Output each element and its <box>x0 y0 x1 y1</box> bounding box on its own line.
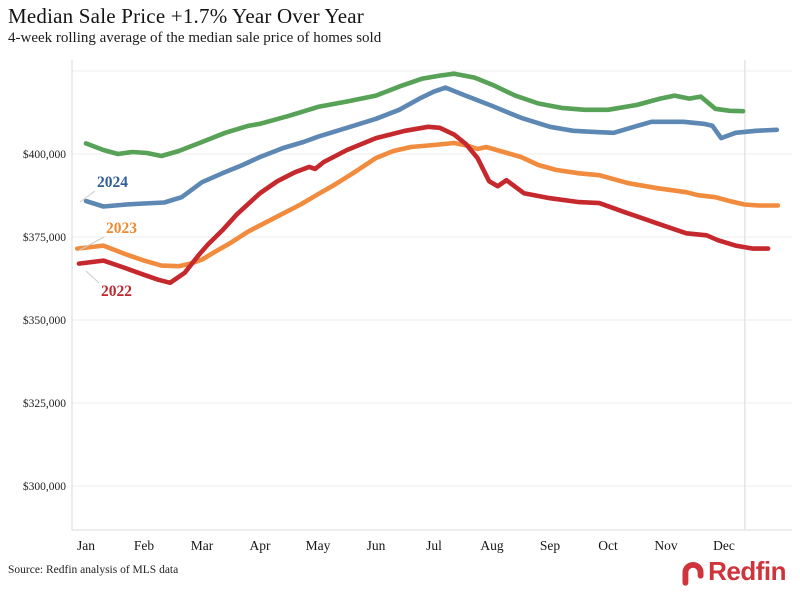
series-line-2023 <box>75 140 781 269</box>
x-tick-label: Nov <box>654 538 677 553</box>
series-label-2022: 2022 <box>101 283 132 300</box>
page-subtitle: 4-week rolling average of the median sal… <box>8 30 382 46</box>
y-tick-label: $375,000 <box>23 231 66 244</box>
series-line-2024 <box>83 85 780 209</box>
redfin-logo-icon <box>682 562 704 586</box>
series-label-leader-2024 <box>79 190 96 203</box>
redfin-logo: Redfin <box>680 556 786 587</box>
redfin-logo-text: Redfin <box>708 556 786 586</box>
x-tick-label: May <box>306 538 331 553</box>
x-tick-label: Feb <box>134 538 155 553</box>
y-tick-label: $350,000 <box>23 314 66 327</box>
x-tick-label: Sep <box>540 538 561 553</box>
series-label-leader-2023 <box>77 236 105 252</box>
x-tick-label: Aug <box>480 538 503 553</box>
series-label-2024: 2024 <box>97 174 128 191</box>
series-label-leader-2022 <box>85 270 100 284</box>
x-tick-label: Apr <box>250 538 271 553</box>
x-tick-label: Mar <box>191 538 214 553</box>
y-tick-label: $325,000 <box>23 397 66 410</box>
x-tick-label: Jun <box>367 538 386 553</box>
x-tick-label: Oct <box>598 538 618 553</box>
x-tick-label: Dec <box>713 538 735 553</box>
source-text: Source: Redfin analysis of MLS data <box>8 564 179 576</box>
x-tick-label: Jul <box>426 538 442 553</box>
series-line-2022 <box>76 124 771 286</box>
y-tick-label: $300,000 <box>23 480 66 493</box>
y-tick-label: $400,000 <box>23 148 66 161</box>
series-label-2023: 2023 <box>106 220 137 237</box>
x-tick-label: Jan <box>77 538 95 553</box>
series-line-2025 <box>83 71 746 159</box>
page-title: Median Sale Price +1.7% Year Over Year <box>8 4 364 28</box>
